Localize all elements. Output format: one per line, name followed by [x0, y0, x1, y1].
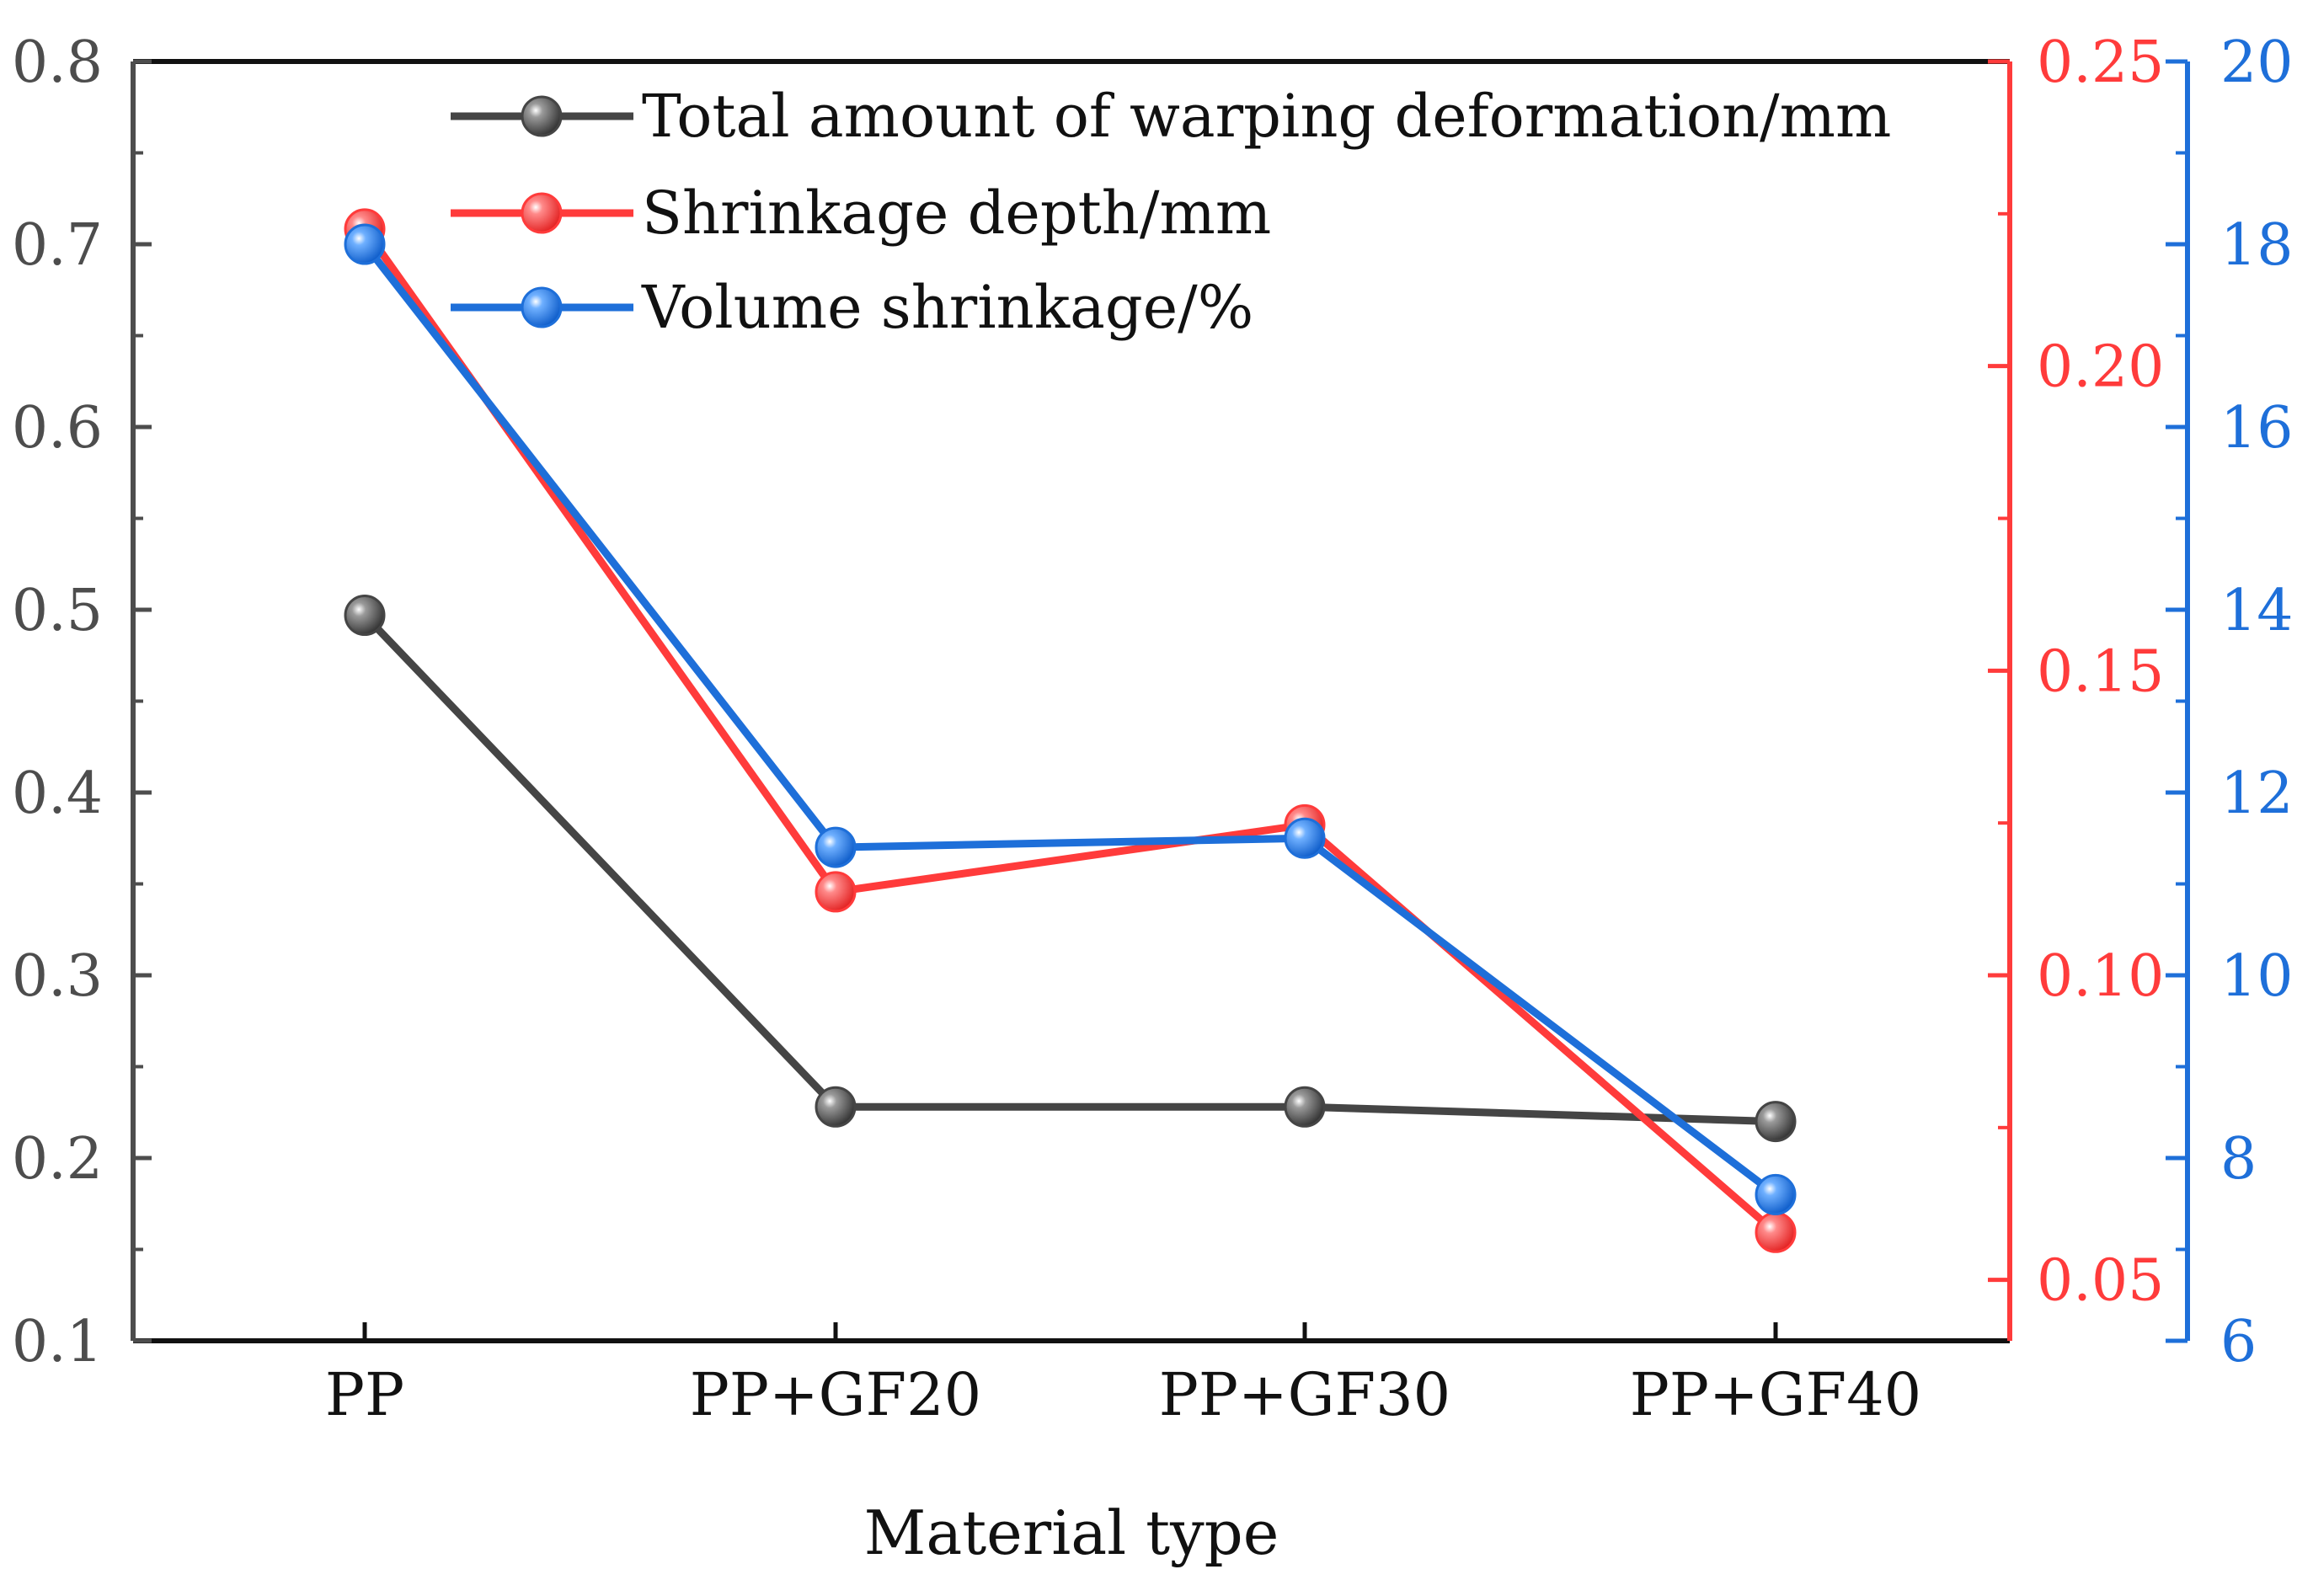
red-tick-label: 0.25: [2037, 29, 2164, 96]
data-point-warping: [1284, 1086, 1326, 1128]
blue-tick-label: 8: [2220, 1126, 2257, 1193]
series-layer: [344, 208, 1797, 1253]
blue-tick-label: 12: [2220, 761, 2294, 827]
legend-label: Volume shrinkage/%: [641, 273, 1253, 342]
left-tick-label: 0.6: [12, 395, 103, 462]
series-line-warping: [361, 612, 1776, 1126]
x-tick-label: PP+GF30: [1159, 1360, 1450, 1429]
legend-marker: [521, 95, 563, 137]
left-tick-label: 0.5: [12, 578, 103, 644]
blue-tick-label: 10: [2220, 943, 2294, 1010]
left-tick-label: 0.3: [12, 943, 103, 1010]
x-axis: PP PP+GF20 PP+GF30 PP+GF40: [325, 1322, 1921, 1429]
legend-label: Shrinkage depth/mm: [642, 179, 1271, 248]
left-tick-label: 0.2: [12, 1126, 103, 1193]
data-point-shrinkage-depth: [815, 871, 857, 913]
red-tick-label: 0.20: [2037, 334, 2164, 401]
blue-tick-label: 16: [2220, 395, 2294, 462]
data-point-volume-shrinkage: [1284, 817, 1326, 859]
red-tick-label: 0.10: [2037, 943, 2164, 1010]
red-tick-label: 0.15: [2037, 638, 2164, 705]
x-tick-label: PP+GF40: [1630, 1360, 1921, 1429]
data-point-warping: [1755, 1101, 1797, 1143]
left-tick-label: 0.1: [12, 1309, 103, 1375]
x-tick-label: PP: [325, 1360, 404, 1429]
data-point-volume-shrinkage: [344, 223, 386, 265]
data-point-shrinkage-depth: [1755, 1211, 1797, 1253]
blue-tick-label: 14: [2220, 578, 2294, 644]
legend-item-volume-shrinkage: Volume shrinkage/%: [451, 273, 1253, 342]
x-axis-label: Material type: [864, 1497, 1279, 1568]
legend-marker: [521, 286, 563, 328]
left-tick-label: 0.8: [12, 29, 103, 96]
legend: Total amount of warping deformation/mm Sh…: [451, 82, 1891, 342]
left-tick-label: 0.4: [12, 761, 103, 827]
series-volume-shrinkage: [344, 223, 1797, 1215]
x-tick-label: PP+GF20: [690, 1360, 981, 1429]
data-point-volume-shrinkage: [1755, 1173, 1797, 1215]
series-warping: [344, 595, 1797, 1143]
data-point-warping: [344, 595, 386, 637]
data-point-warping: [815, 1086, 857, 1128]
left-y-axis: 0.1 0.2 0.3 0.4 0.5 0.6 0.7 0.8: [12, 29, 152, 1375]
blue-tick-label: 18: [2220, 212, 2294, 279]
data-point-volume-shrinkage: [815, 826, 857, 868]
blue-tick-label: 20: [2220, 29, 2294, 96]
legend-label: Total amount of warping deformation/mm: [642, 82, 1891, 151]
blue-tick-label: 6: [2220, 1309, 2257, 1375]
legend-item-warping: Total amount of warping deformation/mm: [451, 82, 1891, 151]
series-shrinkage-depth: [344, 208, 1797, 1253]
right-blue-y-axis: 6 8 10 12 14 16 18 20: [2166, 29, 2294, 1375]
right-red-y-axis: 0.05 0.10 0.15 0.20 0.25: [1988, 29, 2164, 1341]
legend-marker: [521, 192, 563, 234]
series-line-shrinkage-depth: [361, 227, 1778, 1236]
red-tick-label: 0.05: [2037, 1248, 2164, 1315]
series-line-volume-shrinkage: [361, 242, 1778, 1198]
legend-item-shrinkage-depth: Shrinkage depth/mm: [451, 179, 1271, 248]
left-tick-label: 0.7: [12, 212, 103, 279]
